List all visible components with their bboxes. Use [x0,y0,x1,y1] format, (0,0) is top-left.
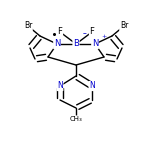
Text: CH₃: CH₃ [70,116,82,122]
Text: Br: Br [120,21,128,31]
Text: N: N [89,81,95,90]
Text: Br: Br [24,21,32,31]
Text: F: F [58,28,62,36]
Text: B: B [73,40,79,48]
Text: N: N [54,40,60,48]
Text: +: + [101,34,106,39]
Text: N: N [92,40,98,48]
Text: –: – [83,29,87,38]
Text: N: N [57,81,63,90]
Text: F: F [90,28,94,36]
